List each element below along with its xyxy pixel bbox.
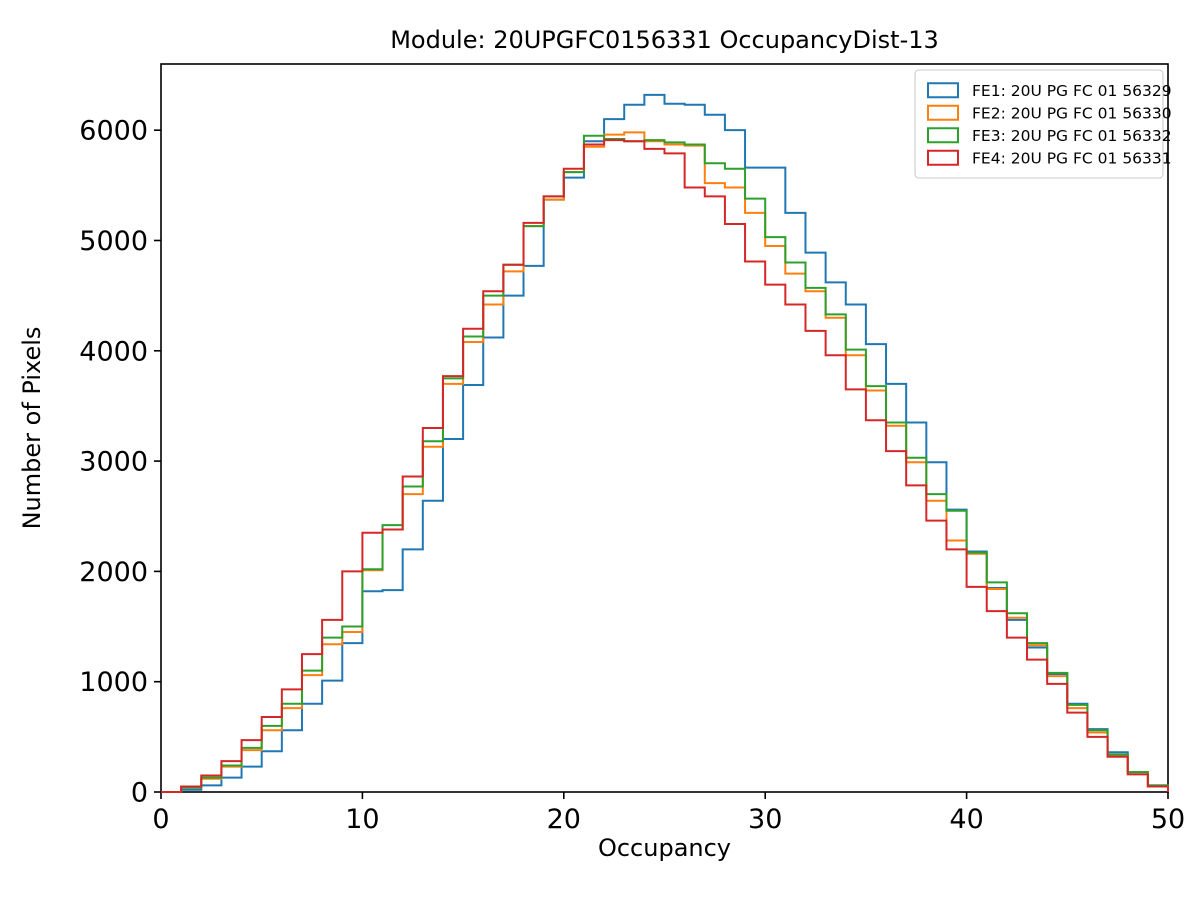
y-axis-label: Number of Pixels	[18, 327, 46, 530]
legend[interactable]: FE1: 20U PG FC 01 56329 FE2: 20U PG FC 01…	[914, 69, 1172, 179]
series-line-3	[161, 134, 1169, 793]
y-tick-label: 2000	[79, 557, 148, 588]
legend-label-3: FE3: 20U PG FC 01 56332	[972, 127, 1172, 145]
x-tick-label: 40	[949, 804, 983, 835]
y-tick-label: 6000	[79, 116, 148, 147]
x-axis-ticks: 0 10 20 30 40 50	[152, 792, 1185, 835]
x-tick-label: 20	[547, 804, 581, 835]
y-tick-label: 1000	[79, 667, 148, 698]
legend-swatch-1	[927, 82, 959, 99]
x-tick-label: 10	[345, 804, 379, 835]
legend-label-4: FE4: 20U PG FC 01 56331	[972, 149, 1172, 167]
legend-swatch-2	[927, 104, 959, 121]
y-axis-ticks: 0 1000 2000 3000 4000 5000 6000	[79, 116, 161, 809]
series-line-2	[161, 131, 1169, 793]
axes-frame	[160, 63, 1169, 793]
legend-swatch-4	[927, 149, 959, 166]
legend-label-1: FE1: 20U PG FC 01 56329	[972, 82, 1172, 100]
y-tick-label: 5000	[79, 226, 148, 257]
chart-title: Module: 20UPGFC0156331 OccupancyDist-13	[390, 26, 939, 54]
legend-swatch-3	[927, 127, 959, 144]
plot-area	[160, 63, 1169, 793]
series-line-1	[161, 93, 1169, 793]
y-tick-label: 3000	[79, 447, 148, 478]
series-lines	[161, 93, 1169, 793]
x-tick-label: 0	[152, 804, 169, 835]
x-tick-label: 50	[1151, 804, 1185, 835]
y-tick-label: 0	[131, 778, 148, 809]
series-line-4	[161, 139, 1169, 793]
legend-background	[914, 69, 1164, 179]
x-tick-label: 30	[748, 804, 782, 835]
legend-label-2: FE2: 20U PG FC 01 56330	[972, 104, 1172, 122]
y-tick-label: 4000	[79, 336, 148, 367]
x-axis-label: Occupancy	[598, 834, 731, 862]
